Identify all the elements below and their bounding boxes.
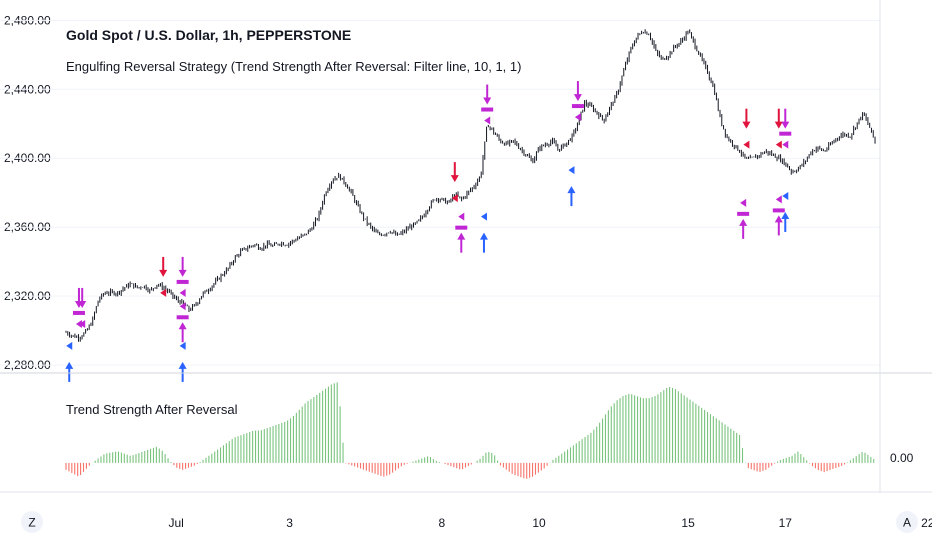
indicator-histogram [65, 382, 875, 479]
signal-magenta-down [779, 108, 792, 149]
time-axis: Jul381015172224 [168, 516, 932, 530]
signal-magenta-down [481, 84, 494, 125]
time-tick-label: 10 [532, 516, 546, 530]
signal-flag [574, 113, 581, 122]
signal-flag [75, 319, 82, 328]
signal-flag [568, 166, 575, 175]
time-tick-label: Jul [168, 516, 183, 530]
price-series [65, 29, 876, 342]
signal-arrow-head [567, 186, 576, 194]
auto-scale-button-bg[interactable] [896, 511, 918, 533]
signal-magenta-down [176, 256, 189, 297]
signal-magenta-up [176, 302, 189, 343]
auto-scale-button[interactable]: A [896, 511, 918, 533]
signal-bar [571, 104, 584, 109]
time-tick-label: 3 [286, 516, 293, 530]
signal-bar [455, 225, 468, 230]
indicator-zero-label: 0.00 [890, 451, 914, 465]
signal-arrow-head [178, 269, 187, 277]
indicator-label[interactable]: Trend Strength After Reversal [66, 402, 238, 417]
signal-flag [743, 140, 750, 149]
signal-arrow-head [78, 300, 87, 308]
signal-bar [772, 208, 785, 213]
signal-flag [484, 116, 491, 125]
signal-bar [737, 211, 750, 216]
signal-magenta-up [455, 212, 468, 253]
signal-arrow-head [65, 361, 74, 369]
signal-flag [480, 212, 487, 221]
signal-arrow-head [159, 269, 168, 277]
signal-arrow-head [774, 121, 783, 129]
signal-arrow-head [479, 232, 488, 240]
zoom-out-button[interactable]: Z [21, 511, 43, 533]
signal-magenta-up [772, 195, 785, 236]
signal-flag [179, 302, 186, 311]
signal-arrow-head [781, 211, 790, 219]
signal-red-down [774, 108, 783, 149]
signal-red-down [159, 256, 168, 297]
signal-arrow-head [774, 215, 783, 223]
signal-flag [160, 288, 167, 297]
signal-blue-up [781, 191, 790, 232]
signal-blue-up [479, 212, 488, 253]
signal-arrow-head [178, 322, 187, 330]
signal-magenta-down [571, 81, 584, 122]
zoom-out-label[interactable]: Z [28, 516, 35, 530]
signal-arrow-head [739, 218, 748, 226]
signal-flag [775, 195, 782, 204]
signal-flag [451, 194, 458, 203]
time-tick-label: 8 [438, 516, 445, 530]
signal-flag [66, 341, 73, 350]
signal-flag [458, 212, 465, 221]
signal-flag [79, 319, 86, 328]
signal-arrow-head [450, 175, 459, 183]
chart-title: Gold Spot / U.S. Dollar, 1h, PEPPERSTONE [66, 27, 351, 43]
signal-magenta-down [78, 287, 87, 328]
signal-arrow-head [483, 97, 492, 105]
signal-bar [72, 310, 85, 315]
signal-flag [179, 288, 186, 297]
signal-bar [779, 131, 792, 136]
signal-arrow-head [457, 232, 466, 240]
signal-blue-up [65, 341, 74, 382]
time-tick-label: 17 [779, 516, 793, 530]
signal-bar [481, 107, 494, 112]
signal-arrow-head [573, 94, 582, 102]
signal-blue-up [178, 341, 187, 382]
signal-flag [740, 198, 747, 207]
signal-flag [179, 341, 186, 350]
strategy-label[interactable]: Engulfing Reversal Strategy (Trend Stren… [66, 59, 521, 74]
signal-flag [782, 191, 789, 200]
signal-arrow-head [178, 361, 187, 369]
signal-bar [176, 279, 189, 284]
time-tick-label: 15 [681, 516, 695, 530]
signal-blue-up [567, 166, 576, 207]
price-grid [0, 19, 880, 366]
signal-arrow-head [742, 121, 751, 129]
signal-red-down [450, 162, 459, 203]
signal-flag [775, 140, 782, 149]
signal-arrow-head [781, 121, 790, 129]
time-tick-label: 22 [921, 516, 932, 530]
signal-markers [65, 81, 792, 382]
zoom-out-button-bg[interactable] [21, 511, 43, 533]
signal-bar [176, 315, 189, 320]
signal-magenta-up [737, 198, 750, 239]
auto-scale-label[interactable]: A [903, 516, 911, 530]
signal-red-down [742, 108, 751, 149]
signal-flag [782, 140, 789, 149]
